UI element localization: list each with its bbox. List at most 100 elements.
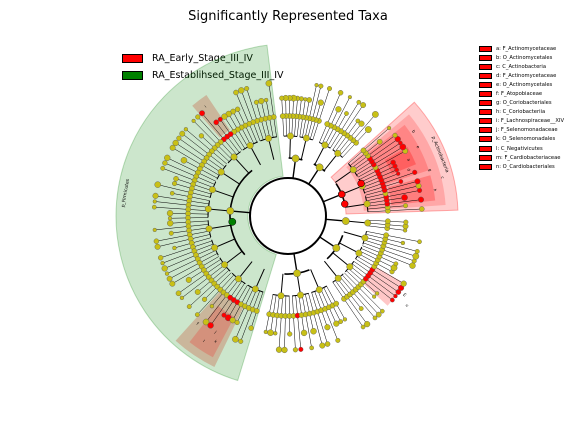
leaf-node <box>176 135 182 141</box>
clade-legend-item: e: O_Actinomycetales <box>479 80 564 89</box>
leaf-node <box>164 271 170 276</box>
class-branch <box>343 231 366 239</box>
leaf-node <box>194 312 200 318</box>
leaf-node <box>213 119 219 126</box>
class-branch <box>289 136 291 159</box>
leaf-branch <box>157 234 211 248</box>
clade-legend-swatch <box>479 154 492 161</box>
class-node <box>363 200 371 208</box>
clade-legend-label: g: O_Coriobacteriales <box>496 100 552 107</box>
clade-legend-item: b: O_Actinomycetales <box>479 53 564 62</box>
clade-legend-label: n: O_Cardiobacteriales <box>496 163 555 170</box>
leaf-branch <box>348 127 390 164</box>
leaf-branch <box>197 274 235 315</box>
leaf-node <box>417 239 422 245</box>
class-node <box>204 205 212 213</box>
leaf-branch <box>355 258 402 289</box>
leaf-node <box>209 304 215 309</box>
order-node <box>253 308 260 314</box>
legend-swatch-green <box>122 71 143 80</box>
leaf-node <box>258 98 265 105</box>
class-branch <box>249 145 261 166</box>
leaf-node <box>324 341 331 347</box>
clade-legend-swatch <box>479 72 492 79</box>
leaf-branch <box>292 295 296 350</box>
leaf-node <box>191 118 196 123</box>
leaf-branch <box>175 142 222 173</box>
leaf-node <box>347 95 352 100</box>
leaf-branch <box>332 282 364 328</box>
leaf-node <box>238 87 245 94</box>
leaf-node <box>303 97 308 102</box>
leaf-node <box>162 160 168 166</box>
clade-legend-label: e: O_Actinomycetales <box>496 81 553 88</box>
leaf-branch <box>172 147 220 176</box>
leaf-node <box>154 243 161 250</box>
leaf-branch <box>366 231 420 242</box>
clade-label-label_l: l <box>202 339 206 344</box>
leaf-node <box>403 203 408 209</box>
order-node <box>383 232 389 238</box>
clade-legend-item: f: F_Atopobiaceae <box>479 89 564 98</box>
cladogram-nodes <box>152 80 425 354</box>
leaf-node <box>179 295 185 300</box>
root-circle <box>249 177 327 255</box>
leaf-node <box>248 325 254 331</box>
leaf-branch <box>246 88 264 140</box>
clade-legend-swatch <box>479 45 492 52</box>
leaf-node <box>372 294 377 299</box>
leaf-branch <box>353 261 399 293</box>
class-branch <box>314 144 326 165</box>
phylum-node <box>291 154 300 163</box>
class-node <box>235 275 242 283</box>
class-node <box>287 132 294 140</box>
leaf-node <box>160 165 166 171</box>
leaf-node <box>390 297 395 303</box>
legend-item-early: RA_Early_Stage_III_IV <box>122 50 284 67</box>
phylum-node <box>226 207 235 215</box>
legend-label: RA_Early_Stage_III_IV <box>152 53 253 64</box>
leaf-node <box>401 194 408 201</box>
leaf-node <box>158 255 164 261</box>
class-node <box>346 263 354 271</box>
leaf-branch <box>154 201 209 208</box>
leaf-branch <box>210 281 242 326</box>
leaf-node <box>360 324 366 330</box>
leaf-node <box>374 291 380 296</box>
leaf-node <box>396 171 401 176</box>
leaf-node <box>309 345 314 351</box>
leaf-node <box>152 192 159 199</box>
clade-legend-swatch <box>479 63 492 70</box>
class-node <box>315 286 323 294</box>
leaf-node <box>199 110 205 117</box>
leaf-node <box>355 118 361 124</box>
actinobacteria-node <box>341 200 349 208</box>
leaf-branch <box>162 243 214 264</box>
class-node <box>334 274 342 282</box>
leaf-branch <box>363 172 415 191</box>
leaf-node <box>233 89 239 96</box>
class-branch <box>324 260 339 279</box>
leaf-node <box>207 322 214 329</box>
leaf-branch <box>311 292 328 345</box>
selenomonadales-shade <box>189 305 235 358</box>
leaf-node <box>344 111 349 116</box>
leaf-branch <box>197 116 235 158</box>
class-branch <box>310 269 320 290</box>
leaf-node <box>198 133 204 139</box>
clade-legend-item: h: C_Coriobacteriia <box>479 108 564 117</box>
leaf-branch <box>324 97 351 146</box>
leaf-node <box>161 265 168 272</box>
leaf-branch <box>365 185 419 199</box>
leaf-branch <box>155 195 209 205</box>
clade-label-label_g: g <box>427 168 433 172</box>
leaf-node <box>337 90 344 96</box>
leaf-node <box>417 196 425 203</box>
leaf-node <box>414 249 420 254</box>
leaf-branch <box>301 294 312 348</box>
clade-legend-swatch <box>479 54 492 61</box>
leaf-branch <box>185 129 228 165</box>
class-branch <box>335 169 354 183</box>
clade-legend-label: l: C_Negativicutes <box>496 145 543 152</box>
class-node <box>355 249 363 257</box>
